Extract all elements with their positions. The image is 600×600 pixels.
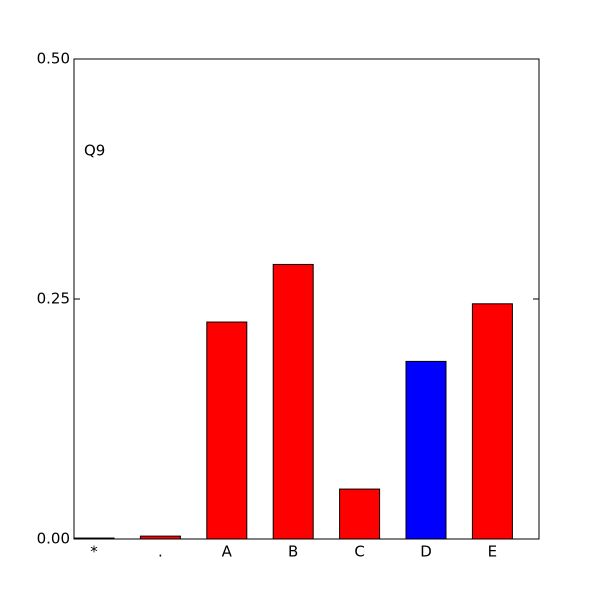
x-tick-label: D — [420, 543, 432, 561]
x-tick-label: . — [158, 543, 163, 561]
x-tick-label: * — [90, 543, 98, 561]
bar — [272, 263, 314, 540]
y-tick-label: 0.25 — [37, 290, 70, 308]
y-tick-label: 0.50 — [37, 50, 70, 68]
y-tick-label: 0.00 — [37, 530, 70, 548]
x-tick-label: C — [354, 543, 364, 561]
x-tick-label: B — [288, 543, 298, 561]
bar — [405, 360, 447, 540]
bar — [206, 321, 248, 540]
x-tick-label: A — [222, 543, 233, 561]
x-tick-label: E — [488, 543, 497, 561]
bar — [339, 488, 381, 540]
annotation: Q9 — [84, 142, 105, 160]
bar — [471, 303, 513, 540]
